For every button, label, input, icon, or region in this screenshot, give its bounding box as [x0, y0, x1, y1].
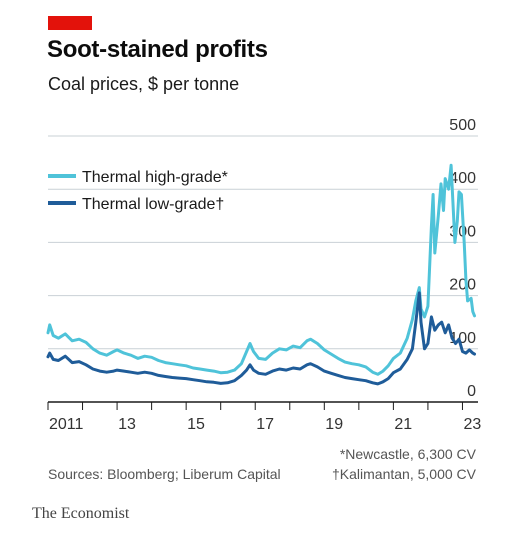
x-tick-label-17: 17 [256, 416, 274, 433]
series-lines [46, 163, 476, 386]
chart-title: Soot-stained profits [47, 36, 268, 63]
x-tick-label-21: 21 [394, 416, 412, 433]
sources-note: Sources: Bloomberg; Liberum Capital [48, 466, 281, 482]
x-tick-label-2011: 2011 [49, 416, 84, 433]
series-line-0 [46, 163, 476, 376]
legend: Thermal high-grade* Thermal low-grade† [48, 169, 228, 213]
y-tick-label-200: 200 [449, 277, 476, 294]
economist-red-tag [48, 16, 92, 30]
legend-label-1: Thermal low-grade† [82, 196, 224, 213]
footnote-kalimantan: †Kalimantan, 5,000 CV [332, 466, 476, 482]
x-tick-label-15: 15 [187, 416, 205, 433]
x-tick-label-23: 23 [463, 416, 481, 433]
y-tick-label-0: 0 [467, 383, 476, 400]
y-tick-label-400: 400 [449, 170, 476, 187]
legend-label-0: Thermal high-grade* [82, 169, 228, 186]
x-tick-label-13: 13 [118, 416, 136, 433]
x-tick-label-19: 19 [325, 416, 343, 433]
economist-brand: The Economist [32, 505, 130, 522]
y-tick-label-500: 500 [449, 117, 476, 134]
x-axis: 2011 13 15 17 19 21 23 [47, 401, 481, 433]
series-line-1 [46, 291, 476, 386]
gridlines [48, 135, 478, 350]
footnote-newcastle: *Newcastle, 6,300 CV [339, 446, 476, 462]
chart-subtitle: Coal prices, $ per tonne [48, 74, 240, 94]
